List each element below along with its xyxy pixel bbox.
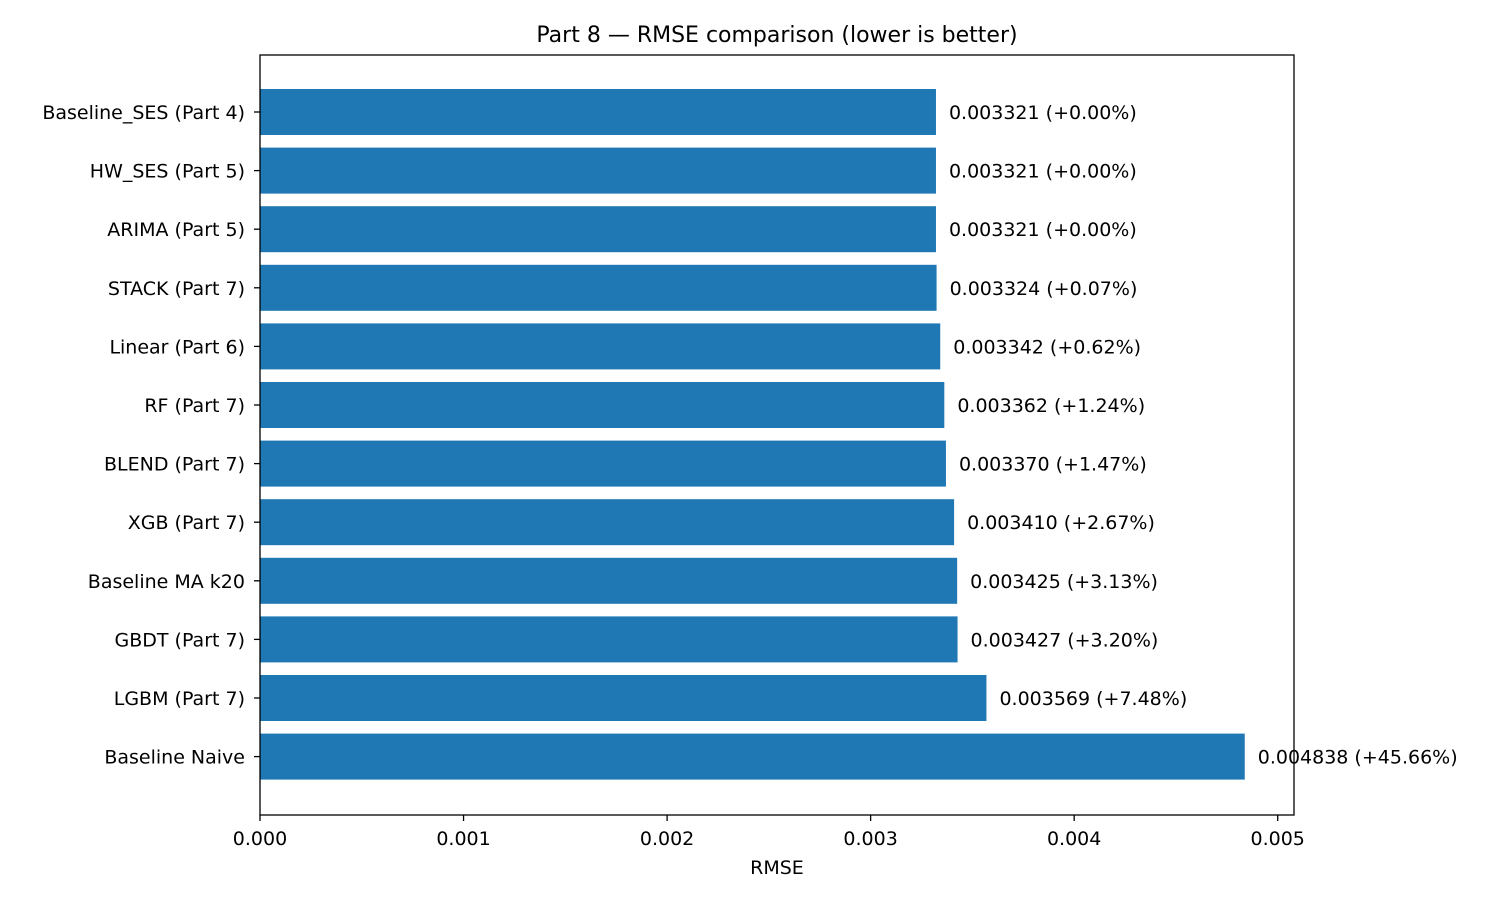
y-tick-label: Baseline_SES (Part 4) [42, 102, 245, 124]
bar [260, 616, 958, 663]
x-tick-label: 0.003 [843, 828, 897, 850]
y-tick-label: HW_SES (Part 5) [90, 161, 245, 183]
x-tick-label: 0.000 [233, 828, 287, 850]
y-tick-label: Baseline Naive [104, 747, 245, 769]
x-tick-label: 0.005 [1251, 828, 1305, 850]
bar-value-label: 0.003427 (+3.20%) [971, 629, 1159, 651]
y-axis-ticks: Baseline_SES (Part 4) HW_SES (Part 5) ARIM… [42, 102, 260, 769]
plot-frame [259, 54, 1295, 816]
bar-value-label: 0.003321 (+0.00%) [949, 102, 1137, 124]
bars-group [260, 89, 1245, 780]
x-tick-label: 0.002 [640, 828, 694, 850]
bar-value-label: 0.003321 (+0.00%) [949, 161, 1137, 183]
y-tick-label: XGB (Part 7) [128, 512, 245, 534]
bar [260, 499, 955, 546]
bar [260, 557, 958, 604]
y-tick-label: RF (Part 7) [144, 395, 245, 417]
bar [260, 440, 946, 487]
x-tick-label: 0.004 [1047, 828, 1101, 850]
y-tick-label: LGBM (Part 7) [114, 688, 245, 710]
chart-title: Part 8 — RMSE comparison (lower is bette… [536, 23, 1017, 48]
bar-value-label: 0.003370 (+1.47%) [959, 454, 1147, 476]
y-tick-label: ARIMA (Part 5) [107, 219, 245, 241]
bar [260, 206, 936, 253]
bar [260, 264, 937, 311]
y-tick-label: GBDT (Part 7) [115, 629, 246, 651]
x-axis-ticks: 0.000 0.001 0.002 0.003 0.004 0.005 [233, 815, 1305, 850]
bar [260, 675, 987, 721]
bar-value-label: 0.003569 (+7.48%) [999, 688, 1187, 710]
bar [260, 323, 941, 370]
bar [260, 733, 1245, 780]
bar-value-label: 0.003321 (+0.00%) [949, 219, 1137, 241]
bar-labels-group: 0.003321 (+0.00%) 0.003321 (+0.00%) 0.0033… [949, 102, 1458, 769]
x-axis-label: RMSE [750, 857, 804, 879]
y-tick-label: STACK (Part 7) [108, 278, 245, 300]
bar-value-label: 0.003410 (+2.67%) [967, 512, 1155, 534]
bar-value-label: 0.003342 (+0.62%) [953, 336, 1141, 358]
bar [260, 147, 936, 194]
y-tick-label: BLEND (Part 7) [104, 454, 245, 476]
bar-value-label: 0.003425 (+3.13%) [970, 571, 1158, 593]
bar [260, 89, 936, 135]
y-tick-label: Baseline MA k20 [88, 571, 245, 593]
y-tick-label: Linear (Part 6) [109, 336, 245, 358]
bar-value-label: 0.003362 (+1.24%) [957, 395, 1145, 417]
bar [260, 382, 945, 428]
bar-value-label: 0.003324 (+0.07%) [950, 278, 1138, 300]
bar-value-label: 0.004838 (+45.66%) [1258, 747, 1458, 769]
x-tick-label: 0.001 [436, 828, 490, 850]
